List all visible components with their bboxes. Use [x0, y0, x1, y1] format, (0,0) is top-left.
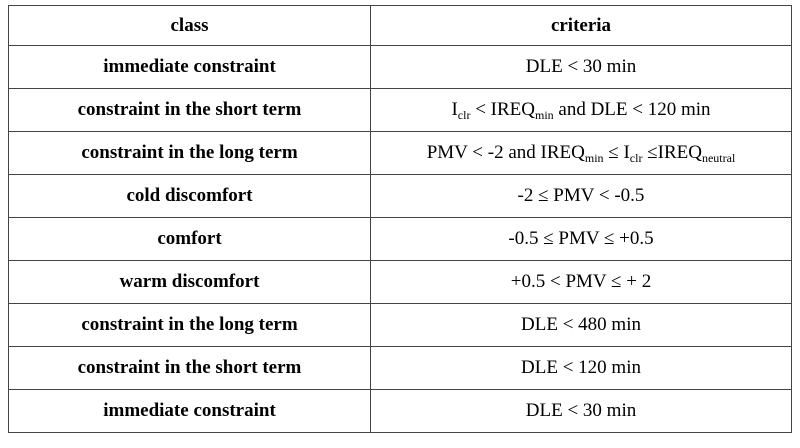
- criteria-cell: +0.5 < PMV ≤ + 2: [370, 260, 792, 304]
- criteria-cell: -0.5 ≤ PMV ≤ +0.5: [370, 217, 792, 261]
- subscript: min: [584, 151, 604, 165]
- cell-text: constraint in the short term: [77, 99, 302, 120]
- cell-text: -0.5 ≤ PMV ≤ +0.5: [508, 228, 654, 249]
- header-cell: criteria: [370, 5, 792, 46]
- table-row: immediate constraint DLE < 30 min: [8, 389, 792, 433]
- criteria-cell: DLE < 30 min: [370, 389, 792, 433]
- class-cell: comfort: [8, 217, 371, 261]
- criteria-cell: Iclr < IREQmin and DLE < 120 min: [370, 88, 792, 132]
- class-cell: immediate constraint: [8, 45, 371, 89]
- cell-text: class: [170, 14, 209, 36]
- cell-text: comfort: [157, 228, 222, 249]
- cell-text: constraint in the long term: [81, 142, 298, 163]
- subscript: min: [534, 108, 554, 122]
- cell-text: DLE < 30 min: [525, 56, 637, 77]
- subscript: clr: [457, 108, 471, 122]
- cell-text: criteria: [550, 14, 612, 36]
- class-cell: cold discomfort: [8, 174, 371, 218]
- subscript: neutral: [701, 151, 736, 165]
- class-cell: warm discomfort: [8, 260, 371, 304]
- text-run: ≤IREQ: [642, 142, 702, 163]
- class-cell: constraint in the long term: [8, 303, 371, 347]
- criteria-cell: DLE < 120 min: [370, 346, 792, 390]
- cell-text: DLE < 120 min: [521, 357, 641, 378]
- table-row: immediate constraint DLE < 30 min: [8, 45, 792, 89]
- criteria-table: class criteria immediate constraint DLE < …: [8, 5, 792, 433]
- cell-text: -2 ≤ PMV < -0.5: [517, 185, 645, 206]
- cell-text: immediate constraint: [103, 400, 276, 421]
- cell-text: immediate constraint: [103, 56, 276, 77]
- class-cell: constraint in the short term: [8, 88, 371, 132]
- cell-text: +0.5 < PMV ≤ + 2: [510, 271, 652, 292]
- criteria-cell: -2 ≤ PMV < -0.5: [370, 174, 792, 218]
- table-row: cold discomfort -2 ≤ PMV < -0.5: [8, 174, 792, 218]
- table-row: constraint in the short term DLE < 120 mi…: [8, 346, 792, 390]
- cell-text: DLE < 30 min: [525, 400, 637, 421]
- cell-text: DLE < 480 min: [521, 314, 641, 335]
- class-cell: constraint in the long term: [8, 131, 371, 175]
- cell-text: warm discomfort: [119, 271, 260, 292]
- text-run: PMV < -2 and IREQ: [426, 142, 585, 163]
- header-row: class criteria: [8, 5, 792, 46]
- criteria-cell: PMV < -2 and IREQmin ≤ Iclr ≤IREQneutral: [370, 131, 792, 175]
- table-row: constraint in the long term DLE < 480 min: [8, 303, 792, 347]
- text-run: < IREQ: [470, 99, 535, 120]
- table-row: warm discomfort +0.5 < PMV ≤ + 2: [8, 260, 792, 304]
- criteria-cell: DLE < 30 min: [370, 45, 792, 89]
- class-cell: immediate constraint: [8, 389, 371, 433]
- criteria-cell: DLE < 480 min: [370, 303, 792, 347]
- text-run: I: [451, 99, 458, 120]
- table-row: constraint in the long term PMV < -2 and …: [8, 131, 792, 175]
- class-cell: constraint in the short term: [8, 346, 371, 390]
- cell-text: cold discomfort: [126, 185, 253, 206]
- table-row: constraint in the short term Iclr < IREQm…: [8, 88, 792, 132]
- table-wrap: class criteria immediate constraint DLE < …: [8, 5, 792, 433]
- subscript: clr: [629, 151, 643, 165]
- cell-text: constraint in the short term: [77, 357, 302, 378]
- table-row: comfort -0.5 ≤ PMV ≤ +0.5: [8, 217, 792, 261]
- cell-text: constraint in the long term: [81, 314, 298, 335]
- text-run: ≤ I: [603, 142, 630, 163]
- text-run: and DLE < 120 min: [553, 99, 711, 120]
- header-cell: class: [8, 5, 371, 46]
